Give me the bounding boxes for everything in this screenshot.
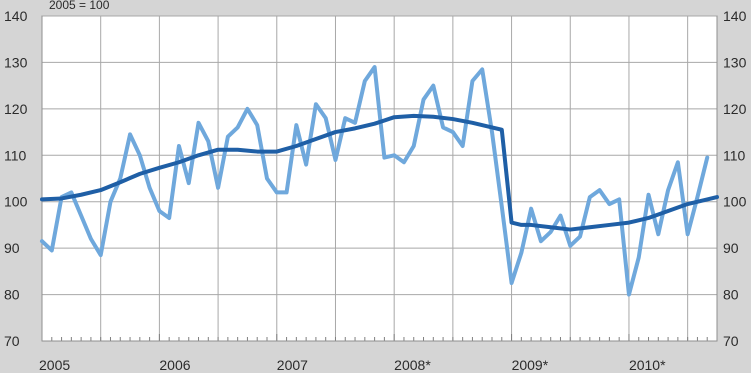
right-y-tick-label: 120 — [723, 101, 747, 117]
left-y-tick-label: 70 — [4, 333, 20, 349]
x-tick-label: 2006 — [159, 357, 190, 373]
right-y-tick-label: 90 — [723, 240, 739, 256]
left-y-tick-label: 100 — [4, 194, 28, 210]
right-y-tick-label: 110 — [723, 147, 746, 163]
x-tick-label: 2010* — [629, 357, 666, 373]
x-tick-label: 2007 — [277, 357, 308, 373]
series-lines — [40, 65, 719, 297]
left-y-tick-label: 110 — [4, 147, 27, 163]
x-tick-label: 2005 — [39, 357, 70, 373]
left-y-tick-labels: 70 80 90 100 110 120 130 140 — [4, 8, 28, 349]
right-y-tick-label: 70 — [723, 333, 739, 349]
left-y-tick-label: 130 — [4, 54, 28, 70]
right-y-tick-label: 100 — [723, 194, 747, 210]
right-y-tick-label: 80 — [723, 287, 739, 303]
right-y-tick-label: 140 — [723, 8, 747, 24]
plot-area — [41, 15, 718, 342]
left-y-tick-label: 90 — [4, 240, 20, 256]
trend-series-line — [40, 113, 719, 232]
left-y-tick-label: 120 — [4, 101, 28, 117]
right-y-tick-labels: 70 80 90 100 110 120 130 140 — [723, 8, 747, 349]
x-tick-labels: 2005 2006 2007 2008* 2009* 2010* — [39, 357, 666, 373]
x-tick-label: 2009* — [512, 357, 549, 373]
right-y-tick-label: 130 — [723, 54, 747, 70]
left-y-tick-label: 140 — [4, 8, 28, 24]
x-tick-label: 2008* — [394, 357, 431, 373]
left-y-tick-label: 80 — [4, 287, 20, 303]
unit-label: 2005 = 100 — [49, 0, 110, 12]
